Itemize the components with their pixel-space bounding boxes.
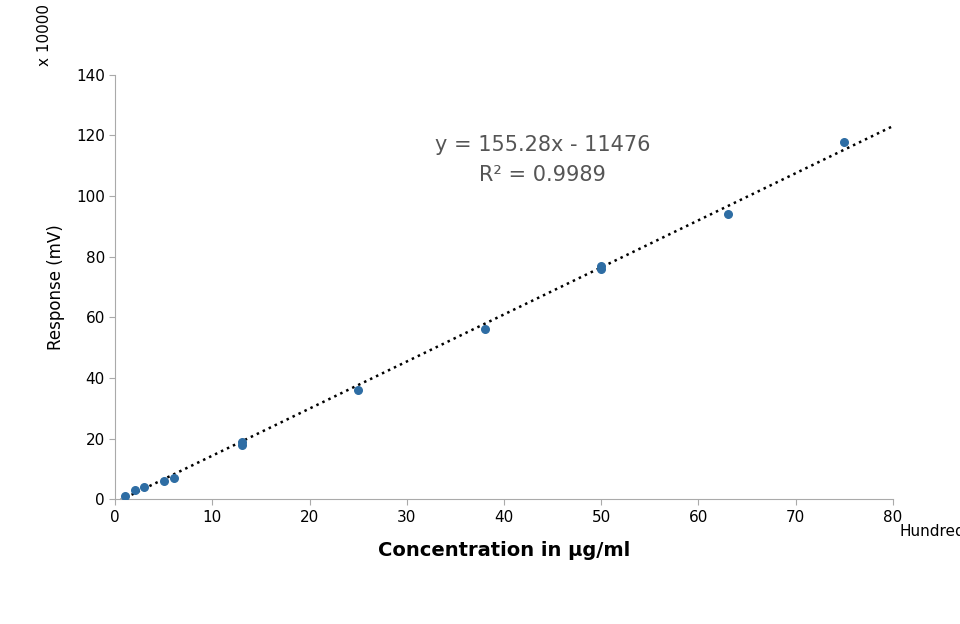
Point	[720, 209, 735, 219]
Point	[127, 485, 142, 495]
Point	[136, 482, 152, 492]
Point	[593, 264, 609, 274]
X-axis label: Concentration in µg/ml: Concentration in µg/ml	[378, 541, 630, 560]
Point	[117, 491, 132, 501]
Text: y = 155.28x - 11476
R² = 0.9989: y = 155.28x - 11476 R² = 0.9989	[435, 135, 651, 185]
Point	[836, 137, 852, 147]
Point	[234, 440, 250, 450]
Point	[593, 261, 609, 271]
Point	[166, 473, 181, 483]
Text: x 10000: x 10000	[37, 4, 53, 66]
Point	[477, 324, 492, 334]
Point	[234, 437, 250, 447]
Point	[350, 385, 366, 395]
Y-axis label: Response (mV): Response (mV)	[47, 224, 64, 350]
Text: Hundreds: Hundreds	[900, 524, 960, 539]
Point	[156, 476, 172, 486]
